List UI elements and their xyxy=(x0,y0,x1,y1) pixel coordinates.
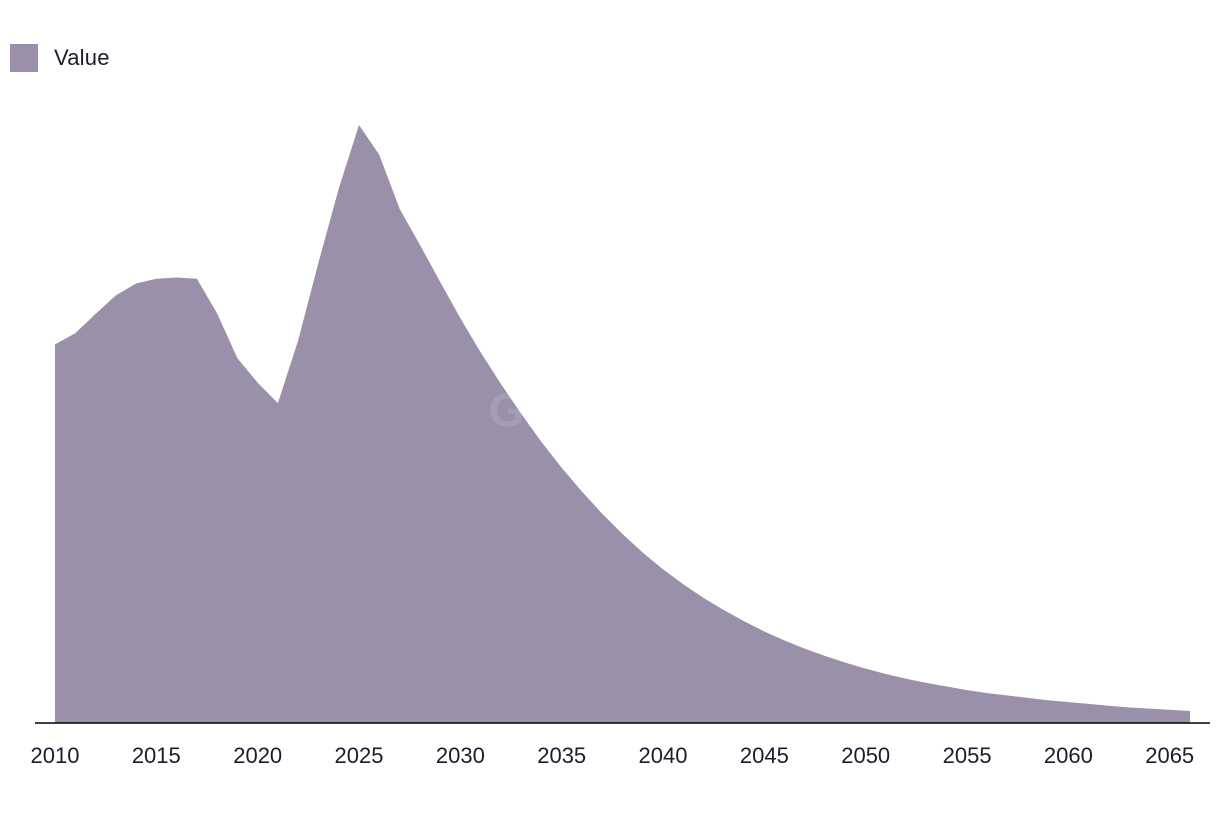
data-point-2045 xyxy=(761,629,767,635)
data-point-2036 xyxy=(579,489,585,495)
data-point-2029 xyxy=(437,279,443,285)
data-point-2020 xyxy=(255,380,261,386)
data-point-2010 xyxy=(52,342,58,348)
data-point-2027 xyxy=(397,206,403,212)
data-point-2053 xyxy=(924,680,930,686)
data-point-2017 xyxy=(194,276,200,282)
data-point-2057 xyxy=(1005,693,1011,699)
x-axis-ticks: 2010 2015 2020 2025 2030 2035 2040 2045 2050 2055… xyxy=(31,743,1195,768)
x-tick-label-2030: 2030 xyxy=(436,743,485,768)
data-point-2042 xyxy=(701,595,707,601)
data-point-2056 xyxy=(984,690,990,696)
x-tick-label-2025: 2025 xyxy=(335,743,384,768)
legend-swatch xyxy=(10,44,38,72)
data-point-2040 xyxy=(660,566,666,572)
data-point-2055 xyxy=(964,687,970,693)
data-point-2050 xyxy=(863,666,869,672)
legend-label-value: Value xyxy=(54,45,110,70)
data-point-2018 xyxy=(214,310,220,316)
data-point-2049 xyxy=(842,660,848,666)
data-point-2039 xyxy=(640,550,646,556)
data-point-2041 xyxy=(680,581,686,587)
data-point-2031 xyxy=(478,349,484,355)
data-point-2023 xyxy=(316,260,322,266)
data-point-2060 xyxy=(1065,699,1071,705)
x-tick-label-2040: 2040 xyxy=(639,743,688,768)
data-point-2030 xyxy=(457,315,463,321)
x-tick-label-2035: 2035 xyxy=(537,743,586,768)
data-point-2028 xyxy=(417,242,423,248)
data-point-2012 xyxy=(93,311,99,317)
data-point-2046 xyxy=(782,638,788,644)
x-tick-label-2050: 2050 xyxy=(841,743,890,768)
data-point-2061 xyxy=(1086,701,1092,707)
data-point-2044 xyxy=(741,618,747,624)
data-point-2011 xyxy=(72,330,78,336)
data-point-2037 xyxy=(599,511,605,517)
data-point-2048 xyxy=(822,653,828,659)
data-point-2025 xyxy=(356,122,362,128)
data-point-2038 xyxy=(620,531,626,537)
data-point-2051 xyxy=(883,671,889,677)
data-point-2047 xyxy=(802,646,808,652)
x-tick-label-2060: 2060 xyxy=(1044,743,1093,768)
legend: Value xyxy=(10,44,110,72)
data-point-2058 xyxy=(1025,695,1031,701)
data-point-2066 xyxy=(1187,708,1193,714)
watermark-text: GlobalData xyxy=(489,384,732,436)
data-point-2059 xyxy=(1045,697,1051,703)
data-point-2043 xyxy=(721,607,727,613)
data-point-2024 xyxy=(336,185,342,191)
data-point-2026 xyxy=(376,152,382,158)
data-point-2063 xyxy=(1126,705,1132,711)
data-point-2052 xyxy=(903,676,909,682)
x-tick-label-2015: 2015 xyxy=(132,743,181,768)
data-point-2034 xyxy=(538,439,544,445)
data-point-2022 xyxy=(295,337,301,343)
data-point-2014 xyxy=(133,281,139,287)
area-layer xyxy=(52,122,1193,723)
x-tick-label-2055: 2055 xyxy=(943,743,992,768)
data-point-2013 xyxy=(113,292,119,298)
data-point-2065 xyxy=(1167,707,1173,713)
area-series-value xyxy=(55,125,1190,723)
data-point-2016 xyxy=(174,275,180,281)
x-tick-label-2065: 2065 xyxy=(1145,743,1194,768)
data-point-2019 xyxy=(234,355,240,361)
x-tick-label-2020: 2020 xyxy=(233,743,282,768)
data-point-2054 xyxy=(944,684,950,690)
x-tick-label-2045: 2045 xyxy=(740,743,789,768)
data-point-2064 xyxy=(1147,706,1153,712)
data-point-2021 xyxy=(275,400,281,406)
data-point-2035 xyxy=(559,465,565,471)
x-tick-label-2010: 2010 xyxy=(31,743,80,768)
data-point-2062 xyxy=(1106,703,1112,709)
data-point-2015 xyxy=(153,276,159,282)
